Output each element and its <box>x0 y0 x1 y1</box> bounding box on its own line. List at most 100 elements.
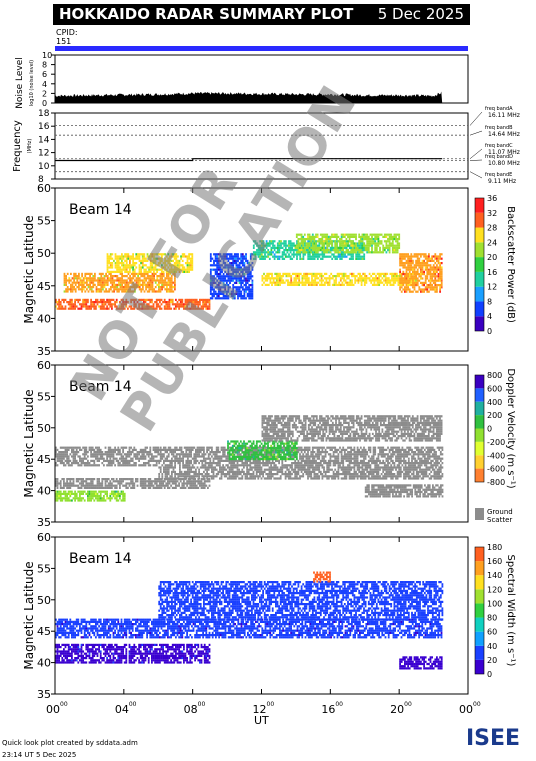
beam-label: Beam 14 <box>69 202 132 218</box>
freq-band-name: freq bandC <box>485 143 513 149</box>
rti-data-region <box>55 643 211 664</box>
lat-y-tick-label: 35 <box>37 345 51 358</box>
colorbar-segment <box>475 547 484 562</box>
colorbar-segment <box>475 659 484 674</box>
ut-tick-label: 08 <box>184 703 198 716</box>
freq-series-line <box>55 158 443 162</box>
freq-y-tick-label: 16 <box>38 122 50 132</box>
colorbar-tick-label: 0 <box>487 670 492 679</box>
colorbar-segment <box>475 455 484 469</box>
lat-y-tick-label: 50 <box>37 594 51 607</box>
colorbar-segment <box>475 301 484 317</box>
colorbar-tick-label: 140 <box>487 571 502 580</box>
rti-data-region <box>364 484 444 498</box>
lat-y-tick-label: 40 <box>37 312 51 325</box>
rti-data-region <box>55 618 443 639</box>
noise-y-tick-label: 10 <box>42 51 52 60</box>
ut-tick-superscript: 00 <box>473 701 481 708</box>
rti-data-region <box>227 440 298 461</box>
title-bar: HOKKAIDO RADAR SUMMARY PLOT 5 Dec 2025 <box>53 4 470 25</box>
ut-tick-label: 00 <box>459 703 473 716</box>
lat-y-tick-label: 45 <box>37 625 51 638</box>
lat-y-tick-label: 35 <box>37 688 51 701</box>
colorbar-tick-label: 20 <box>487 656 497 665</box>
rti-data-region <box>55 298 211 310</box>
colorbar-tick-label: 60 <box>487 628 497 637</box>
freq-band-value: 11.07 MHz <box>488 149 520 156</box>
ut-tick-superscript: 00 <box>198 701 206 708</box>
rti-data-region <box>55 490 126 502</box>
colorbar-tick-label: 36 <box>487 194 497 203</box>
cpid-bar <box>55 46 468 51</box>
colorbar-tick-label: -400 <box>487 451 505 460</box>
rti-data-region <box>55 478 211 489</box>
freq-band-leader <box>469 148 483 159</box>
colorbar-label: Doppler Velocity (m s⁻¹) <box>505 368 516 488</box>
colorbar-tick-label: -800 <box>487 478 505 487</box>
rti-data-region <box>63 272 176 293</box>
lat-y-tick-label: 45 <box>37 453 51 466</box>
freq-band-name: freq bandB <box>485 125 513 131</box>
ut-tick-superscript: 00 <box>60 701 68 708</box>
lat-y-tick-label: 50 <box>37 247 51 260</box>
noise-y-tick-label: 4 <box>42 80 47 89</box>
rti-data-region <box>158 446 444 480</box>
colorbar-tick-label: -600 <box>487 465 505 474</box>
plot-date: 5 Dec 2025 <box>377 5 464 23</box>
freq-panel-frame <box>54 112 469 180</box>
ut-tick-label: 16 <box>321 703 335 716</box>
colorbar-tick-label: 20 <box>487 253 497 262</box>
beam-label: Beam 14 <box>69 379 132 395</box>
ground-scatter-label-2: Scatter <box>487 516 512 524</box>
colorbar-tick-label: 0 <box>487 327 492 336</box>
colorbar-frame <box>474 374 485 483</box>
colorbar-label: Backscatter Power (dB) <box>505 206 516 323</box>
colorbar-tick-label: 12 <box>487 283 497 292</box>
freq-band-leader <box>469 171 483 179</box>
colorbar-tick-label: 16 <box>487 268 497 277</box>
colorbar-segment <box>475 198 484 213</box>
colorbar-tick-label: 40 <box>487 642 497 651</box>
colorbar-tick-label: 600 <box>487 384 502 393</box>
lat-y-tick-label: 40 <box>37 657 51 670</box>
colorbar-segment <box>475 603 484 618</box>
plot-title: HOKKAIDO RADAR SUMMARY PLOT <box>59 5 354 23</box>
rti-data-region <box>295 233 401 254</box>
freq-y-tick-label: 12 <box>38 149 49 159</box>
noise-y-tick-label: 8 <box>42 61 47 70</box>
freq-y-tick-label: 8 <box>38 175 44 185</box>
colorbar-segment <box>475 645 484 660</box>
beam-label: Beam 14 <box>69 551 132 567</box>
colorbar-tick-label: -200 <box>487 438 505 447</box>
freq-y-tick-label: 14 <box>38 135 50 145</box>
ground-scatter-label: Ground <box>487 508 513 516</box>
freq-axis-label: Frequency <box>12 120 23 172</box>
footer-credit: Quick look plot created by sddata.adm <box>2 739 138 747</box>
noise-y-tick-label: 2 <box>42 89 47 98</box>
colorbar-segment <box>475 227 484 243</box>
freq-band-name: freq bandA <box>485 106 513 112</box>
colorbar-tick-label: 160 <box>487 557 502 566</box>
lat-y-tick-label: 55 <box>37 215 51 228</box>
lat-y-tick-label: 50 <box>37 422 51 435</box>
colorbar-segment <box>475 316 484 331</box>
colorbar-segment <box>475 617 484 632</box>
colorbar-segment <box>475 271 484 287</box>
lat-axis-label: Magnetic Latitude <box>22 215 36 323</box>
colorbar-tick-label: 28 <box>487 224 497 233</box>
ut-axis-label: UT <box>254 714 269 727</box>
rti-data-region <box>313 571 331 583</box>
colorbar-tick-label: 180 <box>487 543 502 552</box>
rti-data-region <box>158 581 444 621</box>
freq-axis-unit: (MHz) <box>27 139 33 154</box>
colorbar-segment <box>475 401 484 416</box>
colorbar-tick-label: 24 <box>487 238 497 247</box>
cpid-value: 151 <box>56 37 72 46</box>
rti-data-region <box>106 253 194 273</box>
colorbar-frame <box>474 546 485 675</box>
colorbar-tick-label: 200 <box>487 411 502 420</box>
noise-axis-unit: log10 (noise level) <box>29 60 35 106</box>
ut-tick-label: 20 <box>390 703 404 716</box>
rti-data-region <box>55 446 160 467</box>
